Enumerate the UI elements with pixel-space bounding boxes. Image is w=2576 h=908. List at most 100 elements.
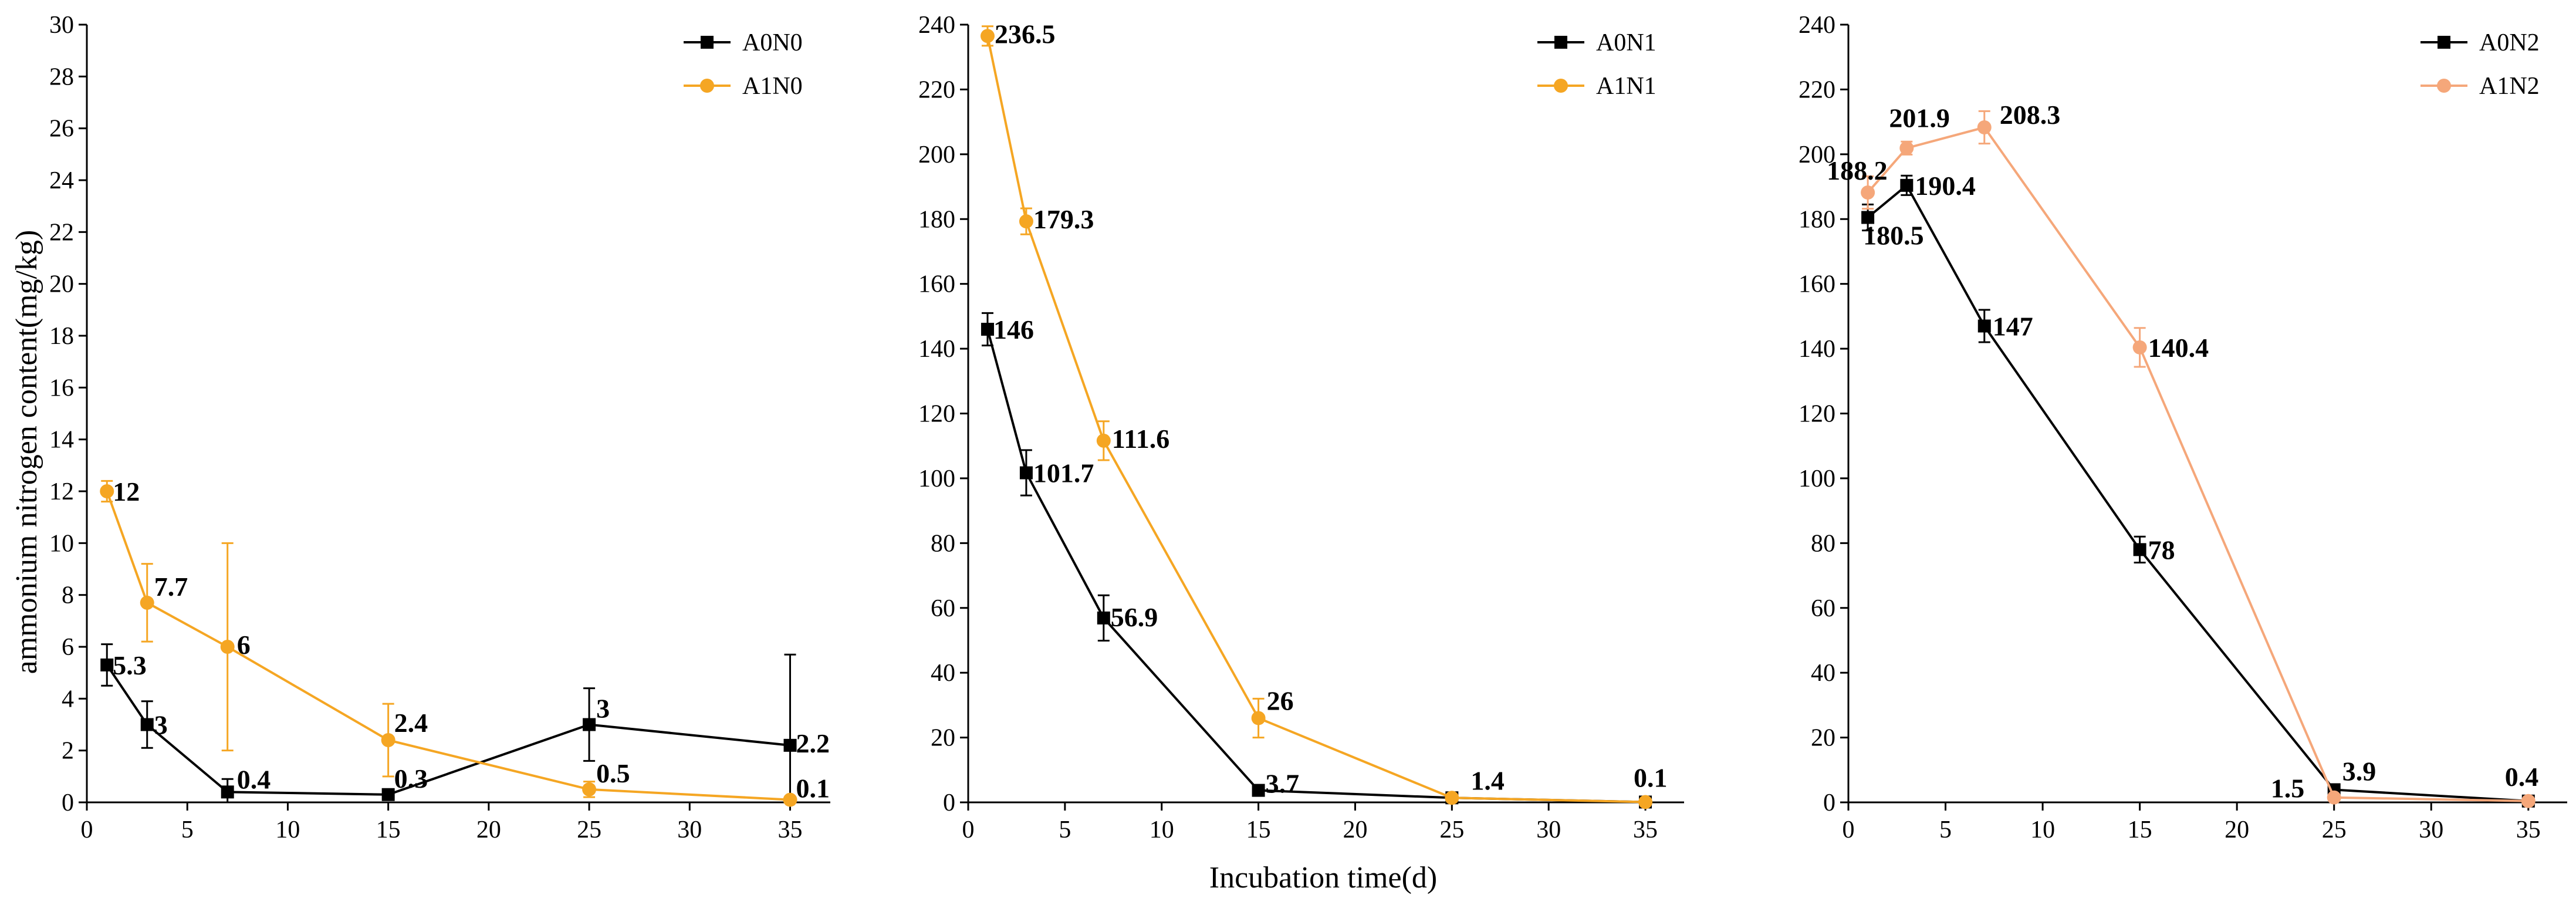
data-label: 2.2 <box>796 728 830 758</box>
series-line-a1n2 <box>1867 126 2528 802</box>
y-tick-label: 220 <box>918 76 955 103</box>
x-tick-label: 25 <box>1439 816 1464 843</box>
x-tick-label: 15 <box>376 816 401 843</box>
data-point <box>2521 794 2536 808</box>
x-tick-label: 10 <box>2030 816 2055 843</box>
x-tick-label: 5 <box>1059 816 1071 843</box>
data-label: 6 <box>237 630 251 660</box>
x-tick-label: 0 <box>962 816 975 843</box>
legend-label: A1N1 <box>1596 73 1657 100</box>
series-line-a1n1 <box>986 35 1646 804</box>
y-tick-label: 100 <box>918 465 955 492</box>
data-point <box>981 322 994 336</box>
y-tick-label: 24 <box>49 167 74 194</box>
data-point <box>980 29 995 43</box>
data-point <box>140 718 154 731</box>
data-point <box>1861 211 1875 224</box>
x-tick-label: 35 <box>2516 816 2541 843</box>
data-point <box>1445 791 1459 805</box>
data-point <box>100 658 114 671</box>
series-line-a0n0 <box>106 664 790 796</box>
data-label: 3.7 <box>1266 769 1300 799</box>
data-point <box>1638 795 1653 809</box>
data-point <box>1251 711 1266 725</box>
legend-swatch-marker <box>1554 79 1568 93</box>
y-tick-label: 14 <box>49 427 74 454</box>
y-tick-label: 200 <box>918 141 955 168</box>
y-tick-label: 60 <box>931 595 955 622</box>
data-label: 236.5 <box>995 19 1056 49</box>
legend-swatch-marker <box>2437 79 2451 93</box>
data-point <box>582 782 597 796</box>
panel-N2: 0 5 10 15 20 25 30 35 0 20 40 60 80 100 120 140 160 180 20… <box>1799 12 2567 843</box>
series-a0n2: 180.5 190.4 147 78 3.9 0.4 <box>1861 171 2538 808</box>
data-label: 188.2 <box>1827 156 1888 185</box>
data-point <box>783 792 797 807</box>
data-point <box>1096 433 1111 448</box>
y-tick-label: 120 <box>1799 401 1835 428</box>
data-label: 190.4 <box>1915 171 1976 201</box>
x-tick-label: 30 <box>1536 816 1561 843</box>
y-tick-label: 6 <box>62 634 74 661</box>
data-point <box>1252 784 1265 797</box>
y-tick-label: 160 <box>1799 271 1835 298</box>
legend-label: A0N1 <box>1596 29 1657 56</box>
y-tick-label: 2 <box>62 738 74 765</box>
x-tick-label: 30 <box>2419 816 2443 843</box>
data-label: 26 <box>1267 686 1294 715</box>
y-tick-label: 8 <box>62 582 74 609</box>
series-a1n0: 12 7.7 6 2.4 0.5 0.1 <box>100 477 830 807</box>
data-label: 147 <box>1993 311 2033 341</box>
x-tick-label: 25 <box>2322 816 2347 843</box>
x-tick-label: 10 <box>275 816 300 843</box>
data-label: 12 <box>113 477 140 507</box>
y-tick-label: 240 <box>1799 12 1835 39</box>
y-tick-label: 26 <box>49 116 74 143</box>
data-point <box>1019 466 1033 480</box>
series-a1n1: 236.5 179.3 111.6 26 <box>980 19 1653 809</box>
y-tick-label: 240 <box>918 12 955 39</box>
data-point <box>1097 611 1110 625</box>
y-tick-label: 30 <box>49 12 74 39</box>
x-tick-label: 5 <box>181 816 194 843</box>
data-point <box>2327 790 2341 805</box>
y-tick-label: 80 <box>1811 530 1835 557</box>
y-tick-label: 100 <box>1799 465 1835 492</box>
y-tick-label: 20 <box>49 271 74 298</box>
data-label: 2.4 <box>394 708 428 738</box>
data-point <box>1977 120 1992 135</box>
data-label: 3.9 <box>2342 756 2376 786</box>
data-label: 146 <box>993 315 1034 345</box>
panel-N1: 0 5 10 15 20 25 30 35 0 20 40 60 80 100 120 140 160 180 20… <box>918 12 1684 843</box>
y-tick-label: 200 <box>1799 141 1835 168</box>
y-tick-label: 180 <box>1799 206 1835 233</box>
y-tick-label: 0 <box>943 789 955 816</box>
y-tick-label: 160 <box>918 271 955 298</box>
x-tick-label: 5 <box>1939 816 1952 843</box>
data-label: 208.3 <box>2000 100 2061 130</box>
data-point <box>381 788 395 801</box>
x-tick-label: 15 <box>2128 816 2152 843</box>
x-tick-label: 15 <box>1246 816 1271 843</box>
data-label: 1.5 <box>2271 774 2305 804</box>
data-label: 201.9 <box>1889 103 1950 133</box>
data-label: 101.7 <box>1033 458 1094 488</box>
y-tick-label: 28 <box>49 63 74 90</box>
data-point <box>221 785 234 799</box>
y-tick-label: 120 <box>918 401 955 428</box>
x-tick-label: 20 <box>1343 816 1367 843</box>
data-label: 7.7 <box>154 572 188 602</box>
x-tick-label: 0 <box>1843 816 1855 843</box>
data-point <box>1019 214 1033 229</box>
y-tick-label: 22 <box>49 219 74 246</box>
y-tick-label: 4 <box>62 686 74 713</box>
data-label: 78 <box>2148 535 2175 565</box>
x-tick-label: 10 <box>1150 816 1174 843</box>
data-label: 0.4 <box>237 764 271 794</box>
series-a0n0: 5.330.4 0.332.2 <box>100 643 830 804</box>
data-label: 0.1 <box>1634 762 1668 792</box>
legend-swatch-marker <box>1554 36 1567 49</box>
y-tick-label: 10 <box>49 530 74 557</box>
